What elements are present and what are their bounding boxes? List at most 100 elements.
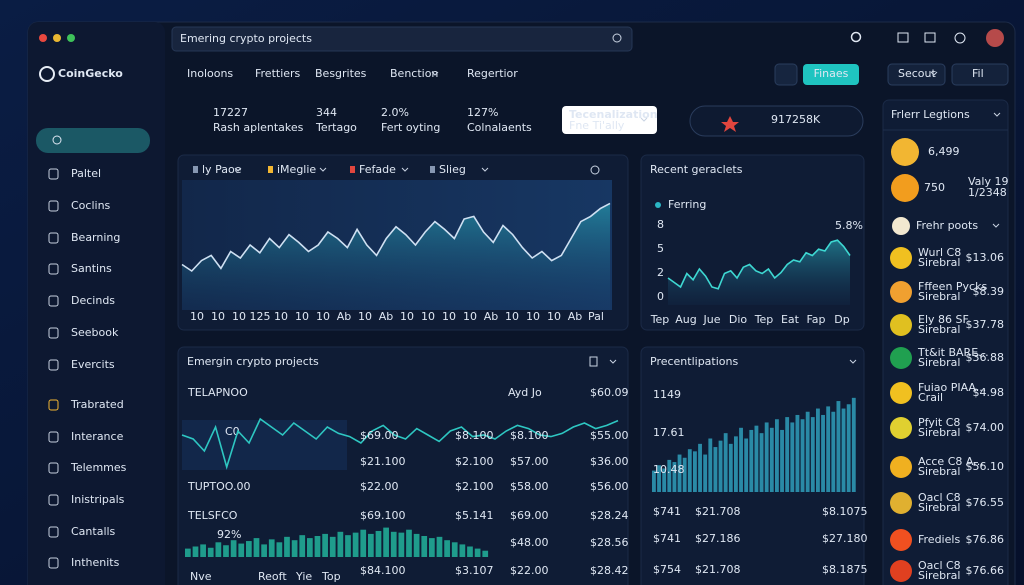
coin-name: Fuiao PIAA... xyxy=(918,381,986,394)
stat-label: Fert oyting xyxy=(381,121,440,134)
bar xyxy=(698,443,702,492)
icon-button[interactable] xyxy=(774,63,798,86)
x-tick-label: 10 xyxy=(442,310,456,323)
dropdown[interactable] xyxy=(562,106,657,134)
bar xyxy=(693,451,697,492)
sidebar-item[interactable]: Santins xyxy=(71,262,112,275)
bar xyxy=(744,438,749,492)
bar xyxy=(790,422,795,492)
cell: $8.100 xyxy=(510,429,549,442)
sidebar-icon xyxy=(48,200,59,212)
bar xyxy=(841,408,846,492)
bar xyxy=(200,544,206,557)
sidebar-item[interactable]: Paltel xyxy=(71,167,101,180)
right-panel xyxy=(882,99,1009,585)
sidebar-item[interactable]: Evercits xyxy=(71,358,115,371)
bar xyxy=(436,536,443,557)
icon[interactable] xyxy=(589,356,598,367)
sidebar-item[interactable]: Coclins xyxy=(71,199,111,212)
sidebar-item[interactable]: Cantalls xyxy=(71,525,116,538)
nav-link[interactable]: Inoloons xyxy=(187,67,233,80)
sidebar-item[interactable]: Trabrated xyxy=(70,398,124,411)
bar xyxy=(713,447,718,492)
row-label: TELSFCO xyxy=(187,509,238,522)
button-label[interactable]: Finaes xyxy=(814,67,849,80)
sidebar-icon xyxy=(48,359,59,371)
caret xyxy=(609,359,617,364)
coin-price: $4.98 xyxy=(973,386,1005,399)
bar xyxy=(775,419,779,492)
bar xyxy=(734,436,738,492)
stat-label: Rash aplentakes xyxy=(213,121,304,134)
select-button[interactable] xyxy=(951,63,1009,86)
sidebar-search[interactable] xyxy=(36,128,150,153)
tab[interactable]: Fefade xyxy=(359,163,396,176)
bar xyxy=(667,459,672,492)
bar xyxy=(314,536,321,557)
stat-value: 127% xyxy=(467,106,498,119)
bar xyxy=(459,544,466,557)
coin-icon xyxy=(891,174,919,202)
cell: $69.00 xyxy=(510,509,549,522)
nav-link[interactable]: Benction xyxy=(390,67,438,80)
x-tick-label: Tep xyxy=(754,313,774,326)
bar xyxy=(375,530,382,557)
button-label[interactable]: Secout xyxy=(898,67,936,80)
cell: $22.00 xyxy=(360,480,399,493)
cell: $56.00 xyxy=(590,480,629,493)
x-tick-label: Dp xyxy=(834,313,849,326)
cell: $8.1875 xyxy=(822,563,868,576)
coin-icon xyxy=(890,247,912,269)
primary-button[interactable] xyxy=(803,64,859,85)
settings-icon[interactable] xyxy=(590,165,600,175)
y-tick-label: 17.61 xyxy=(653,426,685,439)
stat-label: Tertago xyxy=(315,121,357,134)
coin-sub: Sirebral xyxy=(918,256,960,269)
icon[interactable] xyxy=(897,32,909,43)
sidebar-item[interactable]: Decinds xyxy=(71,294,115,307)
tab[interactable]: Slieg xyxy=(439,163,466,176)
avatar[interactable] xyxy=(986,29,1004,47)
coin-name: Acce C8 A... xyxy=(918,455,984,468)
sidebar-icon xyxy=(48,399,59,411)
sidebar-item[interactable]: Bearning xyxy=(71,231,120,244)
bar xyxy=(662,468,667,492)
sidebar-item[interactable]: Seebook xyxy=(71,326,119,339)
coin-price: $76.55 xyxy=(966,496,1005,509)
x-tick-label: 10 xyxy=(358,310,372,323)
nav-link[interactable]: Regertior xyxy=(467,67,518,80)
cell: $21.708 xyxy=(695,505,741,518)
bar xyxy=(851,397,856,492)
button-label[interactable]: Fil xyxy=(972,67,984,80)
tab[interactable]: ly Paoe xyxy=(202,163,242,176)
cell: $8.100 xyxy=(455,429,494,442)
cell: $28.24 xyxy=(590,509,629,522)
cell: $2.100 xyxy=(455,455,494,468)
x-tick-label: Nve xyxy=(190,570,212,583)
panel-title: Precentlipations xyxy=(650,355,738,368)
cell: $3.107 xyxy=(455,564,494,577)
coin-name: Tt&it BARE... xyxy=(917,346,989,359)
coin-value: 6,499 xyxy=(928,145,960,158)
select-button[interactable] xyxy=(887,63,946,86)
projects-panel xyxy=(177,346,629,585)
bar xyxy=(708,438,713,492)
filter[interactable]: Frehr poots xyxy=(916,219,978,232)
coin-sub: Sirebral xyxy=(918,290,960,303)
tab[interactable]: iMeglie xyxy=(277,163,316,176)
coin-price: $13.06 xyxy=(966,251,1005,264)
search-button[interactable] xyxy=(850,31,862,43)
sidebar-item[interactable]: Telemmes xyxy=(70,461,127,474)
highlight-value: 917258K xyxy=(771,113,821,126)
coin-value: 750 xyxy=(924,181,945,194)
cell: $27.180 xyxy=(822,532,868,545)
search-bar[interactable] xyxy=(171,26,633,52)
caret xyxy=(640,117,648,122)
icon[interactable] xyxy=(924,32,936,43)
sidebar-item[interactable]: Interance xyxy=(71,430,124,443)
nav-link[interactable]: Besgrites xyxy=(315,67,367,80)
sidebar-item[interactable]: Inistripals xyxy=(71,493,125,506)
icon[interactable] xyxy=(954,32,966,44)
nav-link[interactable]: Frettiers xyxy=(255,67,301,80)
sidebar-item[interactable]: Inthenits xyxy=(71,556,120,569)
